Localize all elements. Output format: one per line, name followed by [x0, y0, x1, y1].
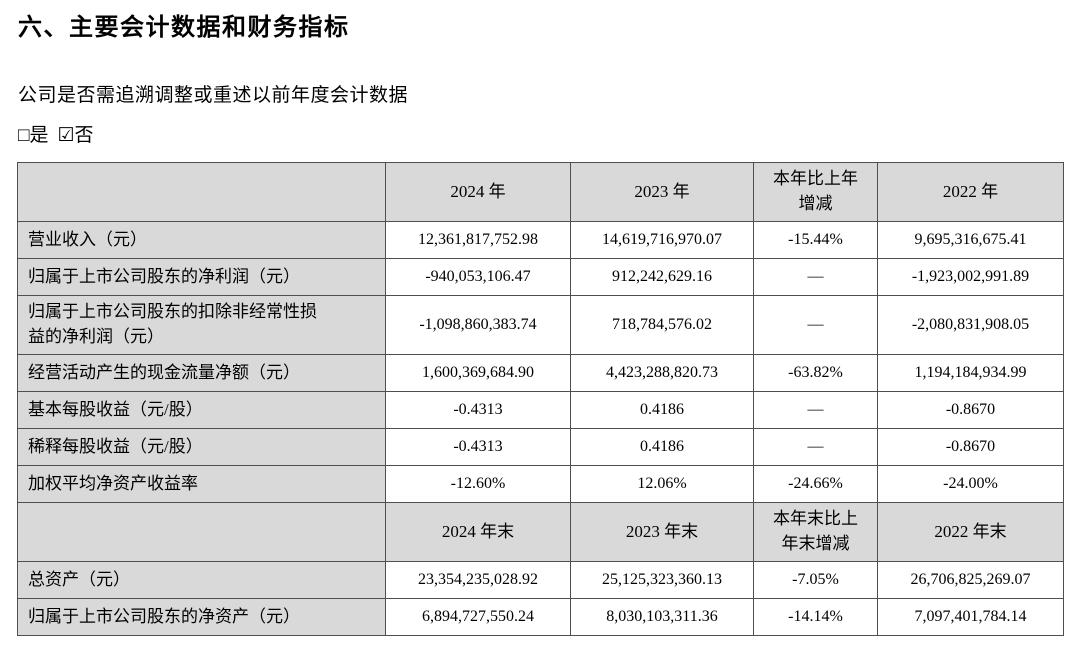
table-row-net-assets: 归属于上市公司股东的净资产（元） 6,894,727,550.24 8,030,…: [17, 598, 1064, 636]
checkbox-yes: □是: [18, 125, 49, 146]
value-2024: 12,361,817,752.98: [385, 221, 571, 259]
row-label: 营业收入（元）: [17, 221, 386, 259]
value-2024: -0.4313: [385, 391, 571, 429]
value-2023-end: 8,030,103,311.36: [570, 598, 754, 636]
header-cell-blank: [17, 502, 386, 562]
table-row-weighted-avg-roe: 加权平均净资产收益率 -12.60% 12.06% -24.66% -24.00…: [17, 465, 1064, 503]
table-header-annual: 2024 年 2023 年 本年比上年 增减 2022 年: [17, 162, 1064, 222]
table-row-basic-eps: 基本每股收益（元/股） -0.4313 0.4186 — -0.8670: [17, 391, 1064, 429]
table-row-operating-cash-flow: 经营活动产生的现金流量净额（元） 1,600,369,684.90 4,423,…: [17, 354, 1064, 392]
value-2022: -1,923,002,991.89: [877, 258, 1064, 296]
value-change: —: [753, 428, 878, 466]
value-2022: -24.00%: [877, 465, 1064, 503]
table-row-diluted-eps: 稀释每股收益（元/股） -0.4313 0.4186 — -0.8670: [17, 428, 1064, 466]
value-2023: 912,242,629.16: [570, 258, 754, 296]
table-header-yearend: 2024 年末 2023 年末 本年末比上 年末增减 2022 年末: [17, 502, 1064, 562]
value-2023: 718,784,576.02: [570, 295, 754, 355]
header-cell-2024-end: 2024 年末: [385, 502, 571, 562]
restatement-answer: □是 ☑否: [18, 120, 1080, 147]
header-cell-yearend-change: 本年末比上 年末增减: [753, 502, 878, 562]
value-2022: 1,194,184,934.99: [877, 354, 1064, 392]
value-2023: 4,423,288,820.73: [570, 354, 754, 392]
value-change: -14.14%: [753, 598, 878, 636]
header-cell-2023-end: 2023 年末: [570, 502, 754, 562]
value-2023: 12.06%: [570, 465, 754, 503]
table-row-net-profit-excl-nonrecurring: 归属于上市公司股东的扣除非经常性损 益的净利润（元） -1,098,860,38…: [17, 295, 1064, 355]
value-2023-end: 25,125,323,360.13: [570, 561, 754, 599]
row-label: 加权平均净资产收益率: [17, 465, 386, 503]
value-2022: -0.8670: [877, 391, 1064, 429]
row-label: 基本每股收益（元/股）: [17, 391, 386, 429]
value-2024: 1,600,369,684.90: [385, 354, 571, 392]
header-cell-2022-end: 2022 年末: [877, 502, 1064, 562]
value-change: -15.44%: [753, 221, 878, 259]
header-cell-2023: 2023 年: [570, 162, 754, 222]
row-label: 归属于上市公司股东的扣除非经常性损 益的净利润（元）: [17, 295, 386, 355]
value-2023: 14,619,716,970.07: [570, 221, 754, 259]
checkbox-no-checked: ☑否: [57, 125, 94, 146]
value-change: —: [753, 258, 878, 296]
row-label: 总资产（元）: [17, 561, 386, 599]
value-2024: -1,098,860,383.74: [385, 295, 571, 355]
value-2023: 0.4186: [570, 391, 754, 429]
row-label: 经营活动产生的现金流量净额（元）: [17, 354, 386, 392]
row-label: 稀释每股收益（元/股）: [17, 428, 386, 466]
header-cell-2022: 2022 年: [877, 162, 1064, 222]
value-2024-end: 6,894,727,550.24: [385, 598, 571, 636]
header-cell-blank: [17, 162, 386, 222]
value-2024-end: 23,354,235,028.92: [385, 561, 571, 599]
value-2024: -940,053,106.47: [385, 258, 571, 296]
value-2022-end: 7,097,401,784.14: [877, 598, 1064, 636]
table-row-revenue: 营业收入（元） 12,361,817,752.98 14,619,716,970…: [17, 221, 1064, 259]
section-title: 六、主要会计数据和财务指标: [18, 15, 350, 41]
value-2023: 0.4186: [570, 428, 754, 466]
restatement-question: 公司是否需追溯调整或重述以前年度会计数据: [18, 85, 409, 106]
value-change: -63.82%: [753, 354, 878, 392]
header-cell-2024: 2024 年: [385, 162, 571, 222]
value-2022: 9,695,316,675.41: [877, 221, 1064, 259]
row-label: 归属于上市公司股东的净利润（元）: [17, 258, 386, 296]
value-change: -7.05%: [753, 561, 878, 599]
table-row-net-profit: 归属于上市公司股东的净利润（元） -940,053,106.47 912,242…: [17, 258, 1064, 296]
value-2024: -12.60%: [385, 465, 571, 503]
value-change: -24.66%: [753, 465, 878, 503]
table-row-total-assets: 总资产（元） 23,354,235,028.92 25,125,323,360.…: [17, 561, 1064, 599]
header-cell-yoy-change: 本年比上年 增减: [753, 162, 878, 222]
value-2024: -0.4313: [385, 428, 571, 466]
row-label: 归属于上市公司股东的净资产（元）: [17, 598, 386, 636]
value-2022: -2,080,831,908.05: [877, 295, 1064, 355]
value-2022: -0.8670: [877, 428, 1064, 466]
financial-indicators-table: 2024 年 2023 年 本年比上年 增减 2022 年 营业收入（元） 12…: [17, 162, 1064, 636]
value-change: —: [753, 391, 878, 429]
value-2022-end: 26,706,825,269.07: [877, 561, 1064, 599]
value-change: —: [753, 295, 878, 355]
